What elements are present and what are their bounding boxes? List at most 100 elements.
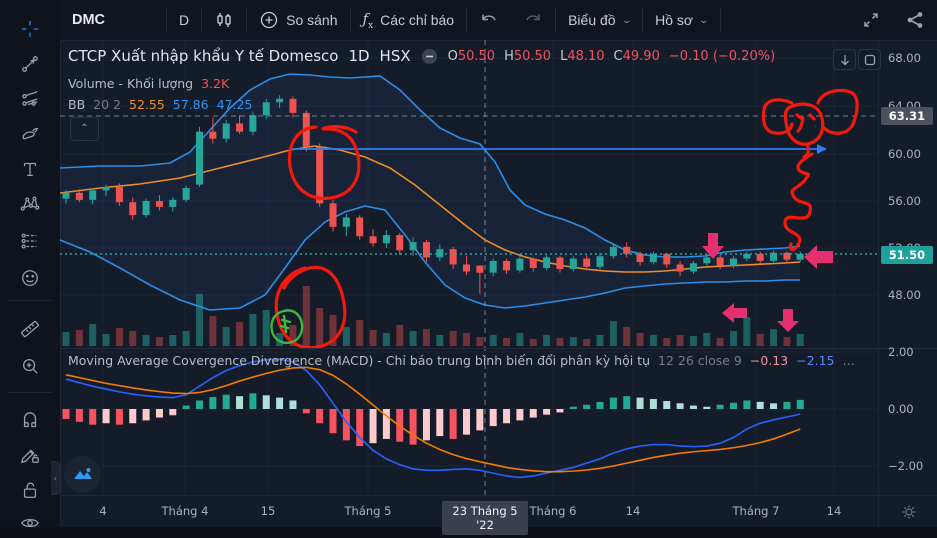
indicators-button[interactable]: ƒx Các chỉ báo bbox=[351, 1, 467, 40]
volume-bar bbox=[422, 329, 430, 346]
price-tag-label: 51.50 bbox=[881, 246, 933, 264]
xabcd-pattern-tool-icon[interactable] bbox=[14, 189, 46, 219]
bb-lower-line[interactable] bbox=[60, 205, 800, 311]
pink-arrow-annotation[interactable] bbox=[702, 233, 724, 259]
volume-bar bbox=[689, 336, 697, 346]
redo-button[interactable] bbox=[511, 1, 555, 40]
candle-body bbox=[382, 235, 390, 244]
red-doodle-annotation[interactable] bbox=[783, 152, 814, 252]
symbol-button[interactable]: DMC bbox=[60, 1, 166, 40]
candle-body bbox=[796, 253, 804, 260]
undo-arrow-icon bbox=[482, 14, 496, 21]
crosshair-tool-icon[interactable] bbox=[14, 14, 46, 44]
macd-histogram-bar bbox=[302, 409, 310, 414]
green-circle-annotation[interactable] bbox=[270, 309, 304, 345]
red-doodle-annotation[interactable] bbox=[795, 113, 816, 159]
green-circle-annotation[interactable] bbox=[279, 314, 292, 334]
macd-histogram-bar bbox=[409, 409, 417, 445]
fib-channel-tool-icon[interactable] bbox=[14, 84, 46, 114]
bb-upper-line[interactable] bbox=[60, 73, 801, 258]
top-toolbar: DMC D So sánh ƒx Các chỉ báo Biểu đồ ⌄ bbox=[60, 0, 937, 41]
macd-histogram-bar bbox=[196, 400, 203, 409]
volume-bar bbox=[276, 333, 284, 346]
macd-histogram-bar bbox=[569, 406, 577, 409]
share-button[interactable] bbox=[893, 1, 937, 40]
compare-button[interactable]: So sánh bbox=[247, 1, 349, 40]
candle-body bbox=[663, 253, 671, 265]
volume-bar bbox=[222, 327, 230, 346]
candle-body bbox=[62, 192, 70, 199]
macd-histogram-bar bbox=[249, 393, 257, 409]
bb-basis-line[interactable] bbox=[60, 145, 801, 273]
candle-body bbox=[422, 242, 430, 258]
fullscreen-button[interactable] bbox=[849, 1, 893, 40]
chart-layout-menu-button[interactable]: Biểu đồ ⌄ bbox=[556, 1, 642, 40]
volume-bar bbox=[289, 325, 297, 346]
candle-body bbox=[115, 186, 123, 203]
macd-histogram-bar bbox=[756, 401, 764, 409]
sidebar-divider bbox=[8, 392, 52, 393]
indicators-label: Các chỉ báo bbox=[380, 12, 455, 28]
candle-body bbox=[770, 252, 778, 261]
interval-button[interactable]: D bbox=[167, 1, 201, 40]
candle-body bbox=[356, 217, 364, 237]
pane-separator[interactable] bbox=[60, 348, 937, 349]
hide-all-eye-tool-icon[interactable] bbox=[14, 508, 46, 538]
indicator-collapse-button[interactable]: ⌃ bbox=[70, 117, 99, 141]
red-doodle-annotation[interactable] bbox=[783, 102, 825, 146]
profile-menu-button[interactable]: Hồ sơ ⌄ bbox=[643, 1, 720, 40]
macd-histogram-bar bbox=[703, 406, 711, 409]
volume-bar bbox=[609, 321, 617, 346]
candle-body bbox=[756, 253, 764, 261]
volume-bar bbox=[316, 308, 324, 346]
toolbar-divider bbox=[201, 8, 203, 32]
red-doodle-annotation[interactable] bbox=[274, 265, 347, 350]
tradingview-logo-button[interactable] bbox=[64, 456, 101, 493]
macd-histogram-bar bbox=[596, 401, 604, 409]
time-tick-label: 14 bbox=[625, 504, 641, 518]
volume-bar bbox=[623, 327, 631, 346]
scales-settings-corner[interactable] bbox=[878, 495, 937, 528]
candle-body bbox=[396, 235, 404, 251]
toolbar-divider bbox=[642, 8, 644, 32]
magnet-tool-icon[interactable] bbox=[14, 406, 46, 436]
pane-move-down-button[interactable] bbox=[833, 49, 856, 70]
price-scale[interactable]: 68.0064.0060.0056.0052.0048.002.000.00−2… bbox=[878, 40, 937, 495]
volume-bar bbox=[89, 324, 97, 346]
macd-histogram-bar bbox=[730, 402, 737, 409]
macd-histogram-bar bbox=[796, 399, 804, 409]
text-tool-icon[interactable] bbox=[14, 154, 46, 184]
red-doodle-annotation[interactable] bbox=[287, 125, 361, 200]
undo-button[interactable] bbox=[467, 1, 511, 40]
lock-all-tool-icon[interactable] bbox=[14, 475, 46, 505]
macd-histogram-bar bbox=[583, 404, 591, 409]
volume-bar bbox=[770, 329, 778, 346]
pink-arrow-annotation[interactable] bbox=[722, 303, 747, 323]
brush-tool-icon[interactable] bbox=[14, 119, 46, 149]
volume-bar bbox=[676, 335, 684, 346]
drawing-mode-lock-tool-icon[interactable] bbox=[14, 440, 46, 470]
ruler-tool-icon[interactable] bbox=[14, 314, 46, 344]
volume-bar bbox=[503, 338, 511, 346]
sidebar-collapse-handle[interactable]: ‹ bbox=[51, 461, 61, 495]
time-tick-label: 15 bbox=[260, 504, 276, 518]
volume-bar bbox=[596, 335, 604, 346]
zoom-in-tool-icon[interactable] bbox=[14, 351, 46, 381]
macd-histogram-bar bbox=[636, 397, 644, 409]
chart-canvas[interactable] bbox=[60, 40, 878, 495]
trend-line-tool-icon[interactable] bbox=[14, 49, 46, 79]
redo-arrow-icon bbox=[526, 14, 540, 21]
pink-arrow-annotation[interactable] bbox=[777, 309, 799, 332]
volume-bar bbox=[556, 338, 564, 346]
emoji-tool-icon[interactable] bbox=[14, 263, 46, 293]
pane-maximize-button[interactable] bbox=[858, 49, 881, 70]
forecast-tool-icon[interactable] bbox=[14, 226, 46, 256]
red-doodle-annotation[interactable] bbox=[816, 88, 859, 135]
macd-histogram-bar bbox=[276, 397, 284, 409]
candles-icon bbox=[217, 13, 231, 27]
time-scale[interactable]: 4 Tháng 4 15 Tháng 5 Tháng 6 14 Tháng 7 14 23 Th… bbox=[60, 495, 878, 535]
pink-arrow-annotation[interactable] bbox=[804, 245, 833, 269]
chart-type-button[interactable] bbox=[202, 1, 246, 40]
share-icon bbox=[907, 12, 923, 28]
macd-histogram-bar bbox=[516, 409, 524, 421]
